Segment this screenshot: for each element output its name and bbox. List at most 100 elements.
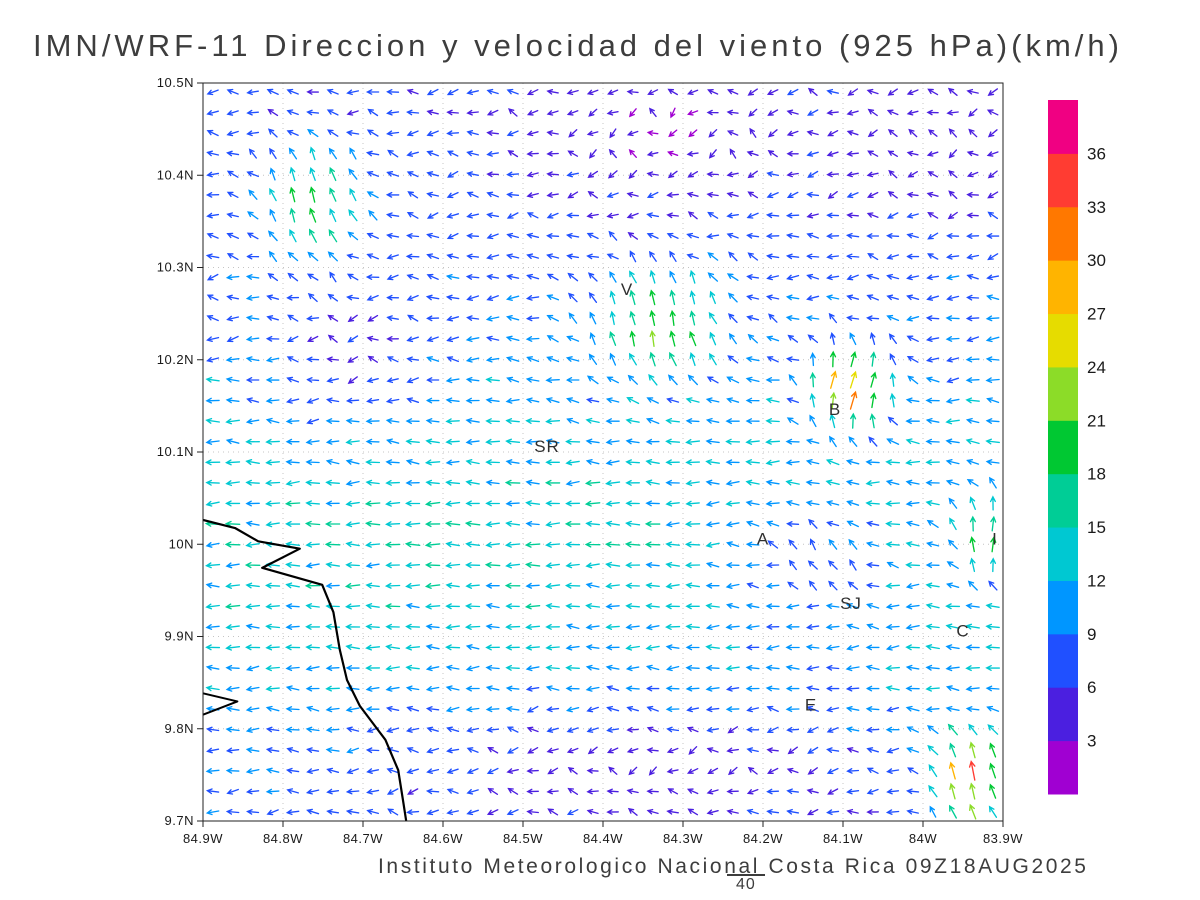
wind-vector (386, 356, 399, 363)
wind-vector (244, 562, 261, 569)
wind-vector (887, 190, 898, 199)
wind-vector (886, 768, 900, 774)
wind-vector (987, 253, 999, 261)
wind-vector (627, 807, 638, 816)
wind-vector (866, 294, 879, 301)
wind-vector (286, 129, 299, 136)
wind-vector (326, 808, 340, 815)
wind-vector (808, 518, 818, 529)
wind-vector (286, 356, 299, 363)
wind-vector (786, 417, 799, 425)
wind-vector (827, 130, 839, 137)
wind-vector (644, 541, 661, 548)
wind-vector (969, 496, 976, 510)
wind-vector (568, 312, 578, 324)
wind-vector (966, 459, 980, 465)
wind-vector (405, 438, 420, 445)
wind-vector (385, 459, 400, 466)
wind-vector (966, 150, 979, 157)
wind-vector (626, 726, 639, 733)
wind-vector (686, 253, 699, 260)
wind-vector (485, 582, 500, 589)
wind-vector (446, 213, 460, 219)
wind-vector (726, 397, 740, 403)
wind-vector (286, 335, 299, 342)
wind-vector (407, 191, 419, 199)
wind-vector (628, 108, 637, 118)
wind-vector (526, 253, 540, 260)
wind-vector (746, 294, 760, 301)
wind-vector (406, 809, 420, 815)
wind-vector (445, 562, 461, 569)
wind-vector (426, 232, 440, 239)
wind-vector (385, 521, 401, 528)
wind-vector (545, 623, 560, 630)
wind-vector (669, 309, 676, 326)
wind-vector (245, 706, 260, 713)
wind-vector (887, 88, 898, 96)
wind-vector (345, 438, 360, 445)
wind-vector (526, 232, 540, 239)
wind-vector (726, 212, 739, 219)
wind-vector (906, 274, 920, 281)
wind-vector (325, 603, 340, 610)
wind-vector (985, 336, 1000, 343)
wind-vector (286, 788, 299, 794)
wind-vector (985, 438, 1000, 445)
colorbar-segment (1048, 687, 1078, 742)
wind-vector (224, 541, 241, 548)
wind-vector (827, 788, 839, 795)
wind-vector (366, 129, 379, 137)
wind-vector (747, 170, 758, 179)
wind-vector (985, 665, 1000, 671)
wind-vector (307, 128, 319, 138)
wind-vector (968, 128, 978, 138)
wind-vector (786, 109, 799, 116)
wind-vector (889, 392, 896, 408)
wind-vector (506, 88, 519, 95)
wind-vector (445, 500, 461, 507)
wind-vector (687, 89, 699, 95)
wind-vector (649, 309, 656, 326)
wind-vector (905, 418, 920, 425)
wind-vector (989, 762, 997, 779)
wind-vector (746, 808, 759, 815)
wind-vector (945, 705, 960, 712)
wind-vector (206, 356, 220, 363)
wind-vector (967, 580, 978, 591)
wind-vector (745, 685, 760, 692)
wind-vector (206, 232, 219, 239)
wind-vector (406, 273, 419, 280)
wind-vector (465, 479, 480, 486)
wind-vector (765, 377, 780, 383)
wind-vector (466, 788, 479, 795)
wind-vector (566, 727, 579, 733)
wind-vector (786, 130, 799, 137)
wind-vector (525, 336, 540, 342)
wind-vector (925, 623, 940, 630)
wind-vector (265, 705, 280, 712)
wind-vector (648, 766, 657, 776)
wind-vector (426, 253, 440, 260)
wind-vector (749, 127, 757, 138)
wind-vector (545, 583, 561, 589)
wind-vector (608, 230, 618, 241)
wind-vector (945, 438, 960, 445)
wind-vector (706, 809, 719, 816)
wind-vector (205, 253, 220, 260)
wind-vector (685, 397, 700, 404)
wind-vector (367, 314, 379, 322)
wind-vector (806, 191, 820, 198)
wind-vector (829, 413, 836, 429)
wind-vector (566, 747, 579, 754)
wind-vector (806, 151, 819, 157)
wind-vector (365, 747, 380, 754)
wind-vector (246, 253, 260, 260)
wind-vector (685, 623, 700, 630)
wind-vector (426, 747, 440, 754)
colorbar-tick-label: 9 (1087, 625, 1096, 644)
wind-vector (567, 787, 579, 795)
wind-vector (826, 253, 840, 260)
wind-vector (926, 191, 939, 198)
